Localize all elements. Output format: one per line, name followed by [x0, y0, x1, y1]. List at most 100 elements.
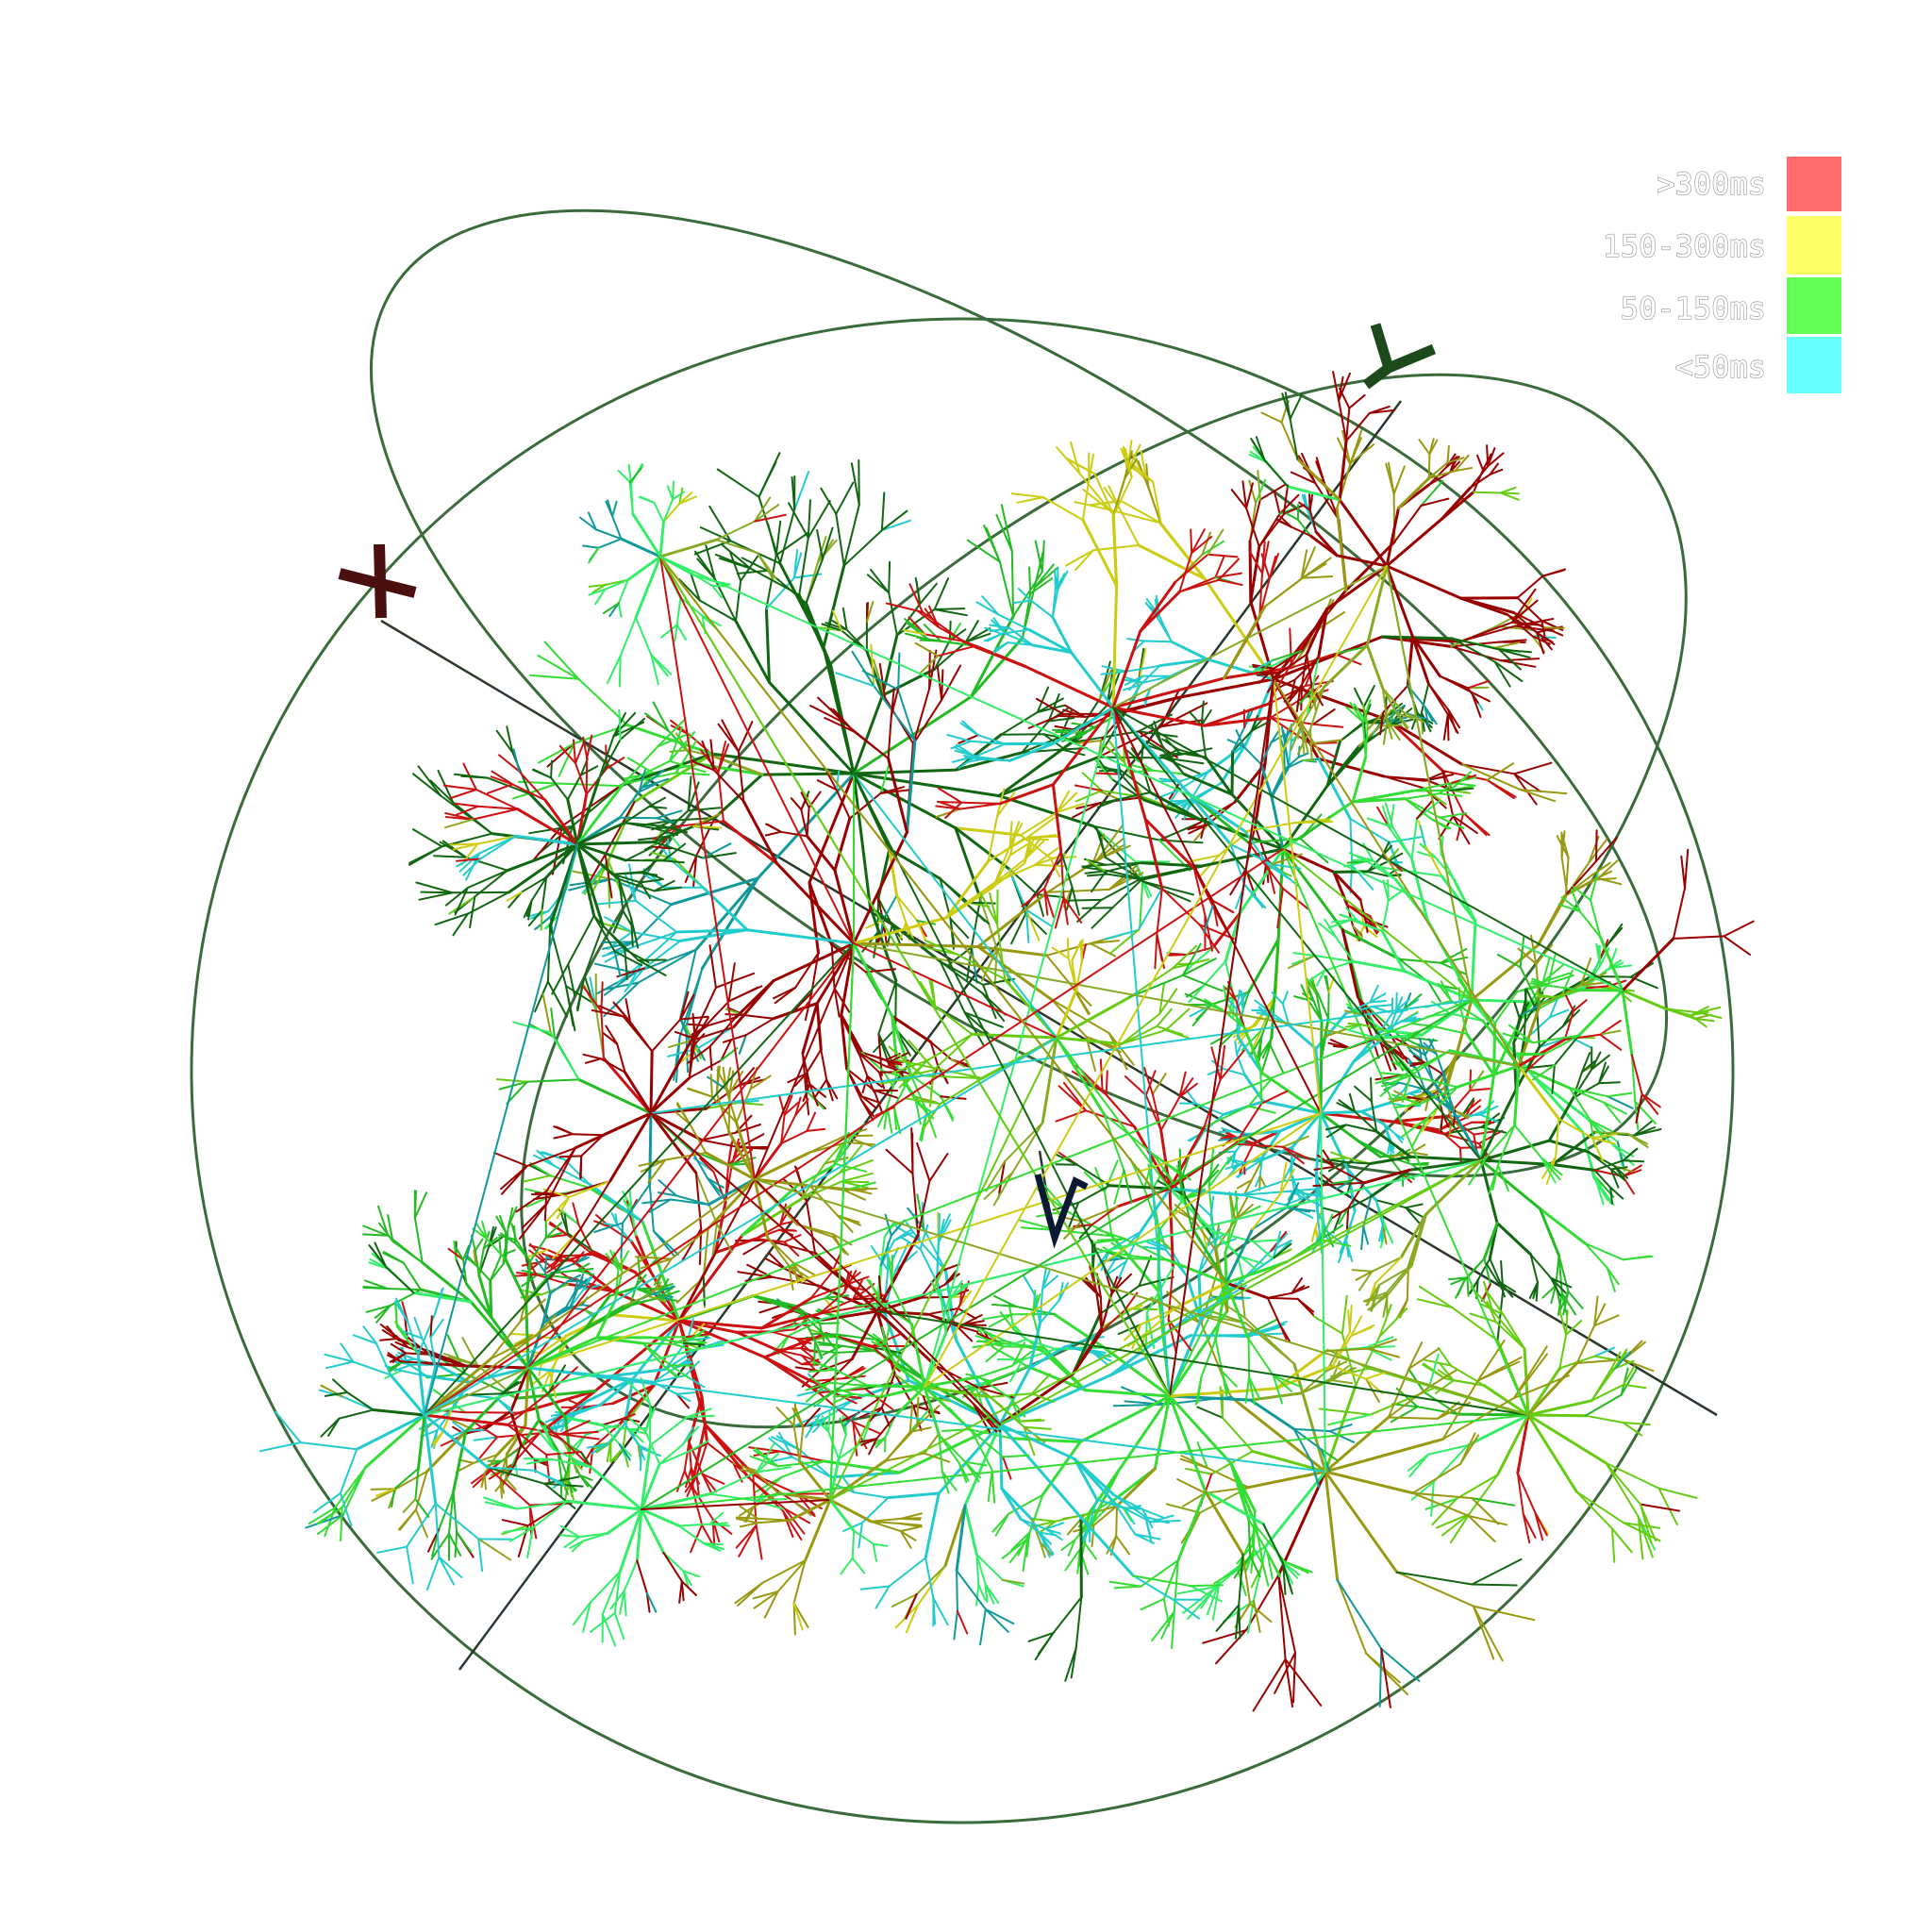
graph-edge: [1519, 789, 1568, 795]
graph-edge: [1215, 1604, 1241, 1632]
graph-edge: [894, 1241, 909, 1272]
graph-edge: [1200, 709, 1212, 726]
graph-edge: [976, 891, 1050, 949]
graph-edge: [1372, 819, 1394, 829]
graph-edge: [1577, 989, 1624, 1038]
graph-edge: [1282, 484, 1290, 515]
graph-edge: [447, 1532, 462, 1557]
graph-edge: [1104, 857, 1143, 881]
graph-edge: [624, 1071, 653, 1115]
graph-edge: [1425, 1086, 1458, 1120]
graph-edge: [583, 1304, 625, 1331]
graph-edge: [565, 985, 597, 1007]
graph-edge: [1020, 1518, 1047, 1530]
graph-edge: [1345, 706, 1364, 724]
graph-edge: [1281, 1135, 1309, 1148]
graph-edge: [441, 1409, 453, 1433]
graph-edge: [601, 1417, 625, 1426]
graph-edge: [1089, 1349, 1108, 1357]
graph-edge: [602, 981, 640, 991]
graph-edge: [756, 1441, 776, 1474]
graph-edge: [1190, 1584, 1224, 1588]
graph-edge: [1609, 1168, 1626, 1181]
graph-edge: [1195, 1201, 1212, 1217]
graph-edge: [1001, 628, 1030, 635]
graph-edge: [603, 972, 637, 996]
graph-edge: [1593, 1314, 1620, 1327]
graph-edge: [1394, 1103, 1422, 1108]
graph-edge: [1551, 1064, 1556, 1094]
graph-edge: [1041, 496, 1084, 522]
graph-edge: [1279, 653, 1308, 674]
graph-edge: [1108, 1230, 1142, 1252]
graph-edge: [1289, 678, 1296, 702]
graph-edge: [1247, 1518, 1269, 1554]
graph-edge: [1322, 1149, 1335, 1168]
graph-edge: [618, 816, 658, 820]
graph-edge: [494, 1477, 508, 1492]
graph-edge: [793, 1073, 808, 1087]
graph-edge: [1070, 1647, 1077, 1679]
graph-edge: [1051, 998, 1088, 1039]
graph-edge: [641, 871, 664, 880]
graph-edge: [594, 588, 607, 606]
graph-edge: [1491, 1309, 1526, 1350]
graph-edge: [1347, 1181, 1366, 1209]
graph-edge: [929, 1041, 940, 1068]
graph-edge: [1192, 946, 1214, 965]
graph-edge: [602, 924, 640, 961]
graph-edge: [1292, 1362, 1327, 1474]
graph-edge: [1357, 724, 1381, 747]
graph-edge: [1029, 599, 1054, 619]
graph-edge: [623, 1294, 649, 1307]
graph-edge: [425, 1429, 468, 1474]
graph-edge: [1410, 1046, 1426, 1057]
graph-edge: [1591, 863, 1609, 876]
graph-edge: [1387, 1386, 1430, 1419]
graph-edge: [479, 835, 517, 860]
graph-edge: [1579, 972, 1607, 987]
graph-edge: [1420, 1118, 1433, 1133]
graph-edge: [1690, 1014, 1707, 1028]
graph-edge: [383, 1251, 405, 1264]
graph-edge: [1620, 1368, 1638, 1396]
graph-edge: [1373, 865, 1403, 872]
graph-edge: [1137, 543, 1207, 580]
graph-edge: [779, 830, 808, 838]
graph-edge: [1084, 1278, 1102, 1299]
graph-edge: [1223, 605, 1267, 680]
graph-edge: [1367, 1294, 1389, 1311]
graph-edge: [1446, 444, 1450, 464]
graph-edge: [1217, 578, 1243, 586]
graph-edge: [1489, 462, 1499, 475]
graph-edge: [1379, 711, 1385, 736]
graph-edge: [1140, 1597, 1165, 1611]
graph-edge: [1531, 635, 1551, 645]
graph-edge: [1299, 813, 1323, 841]
graph-edge: [1428, 1369, 1457, 1389]
graph-edge: [618, 878, 656, 892]
graph-edge: [640, 1507, 665, 1555]
graph-edge: [1178, 1071, 1187, 1098]
graph-edge: [1091, 871, 1108, 893]
graph-edge: [1543, 626, 1565, 629]
graph-edge: [819, 1397, 857, 1416]
graph-edge: [889, 1052, 909, 1063]
graph-edge: [977, 1583, 987, 1602]
graph-edge: [1388, 461, 1395, 495]
graph-edge: [1536, 631, 1556, 645]
graph-edge: [1312, 723, 1344, 728]
graph-edge: [334, 1466, 367, 1509]
graph-edge: [1024, 664, 1115, 709]
graph-edge: [454, 887, 469, 916]
graph-edge: [1247, 1518, 1252, 1557]
graph-edge: [1024, 837, 1032, 860]
graph-edge: [830, 943, 867, 974]
graph-edge: [735, 1121, 757, 1181]
graph-edge: [1368, 408, 1396, 414]
graph-edge: [362, 1233, 390, 1237]
graph-edge: [715, 539, 758, 554]
graph-edge: [646, 1294, 667, 1303]
graph-edge: [1497, 1124, 1516, 1167]
graph-edge: [903, 618, 926, 636]
